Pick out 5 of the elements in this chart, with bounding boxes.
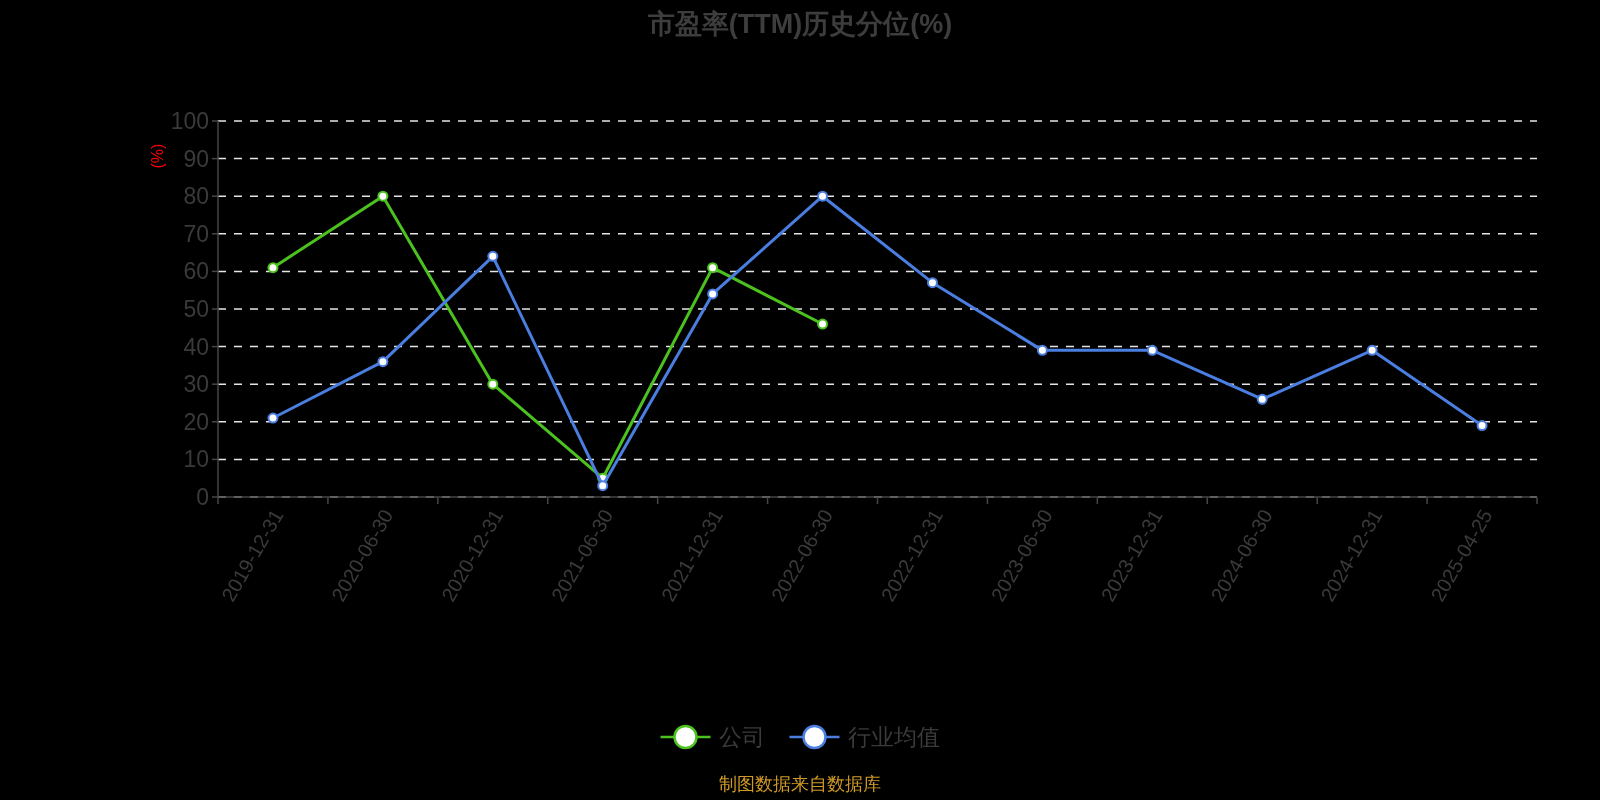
legend-label: 行业均值 [847,724,940,750]
ylabel: (%) [148,143,166,169]
title: 市盈率(TTM)历史分位(%) [647,9,953,39]
annotation: 制图数据来自数据库 [719,774,881,794]
legend-label: 公司 [718,724,765,750]
